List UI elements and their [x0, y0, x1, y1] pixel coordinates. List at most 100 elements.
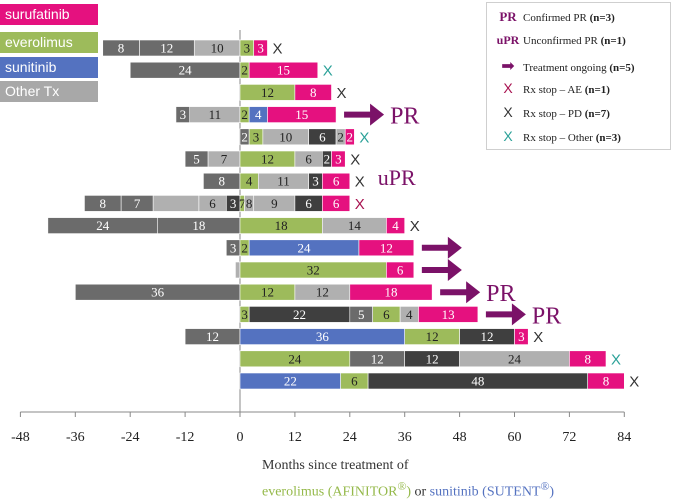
bar-segment-post	[294, 84, 332, 101]
x-tick-label: 24	[343, 430, 357, 445]
rx-stop-marker: X	[533, 329, 543, 346]
bar-label: 12	[426, 329, 439, 344]
bar-label: 22	[293, 307, 306, 322]
x-tick-label: -48	[11, 430, 30, 445]
key-count: (n=3)	[595, 132, 621, 144]
x-tick-label: -36	[66, 430, 85, 445]
bar-segment-post	[267, 106, 337, 123]
bar-label: 8	[603, 374, 610, 389]
upr-label: uPR	[496, 33, 520, 47]
key-text: Rx stop – PD	[523, 108, 585, 120]
bar-label: 6	[333, 174, 340, 189]
bar-label: 7	[134, 196, 141, 211]
treatment-ongoing-arrow-icon	[485, 303, 526, 326]
key-text: Treatment ongoing	[523, 62, 610, 74]
bar-label: 24	[179, 63, 193, 78]
bar-label: 12	[426, 351, 439, 366]
bar-label: 2	[241, 63, 248, 78]
key-count: (n=7)	[584, 108, 610, 120]
key-stop-other: X Rx stop – Other (n=3)	[493, 128, 621, 146]
key-count: (n=3)	[589, 12, 615, 24]
bar-segment-post	[514, 328, 529, 345]
bar-label: 13	[442, 307, 455, 322]
legend-sunitinib: sunitinib	[0, 57, 98, 78]
bar-label: 36	[316, 329, 330, 344]
bar-segment-post	[358, 239, 415, 257]
key-stop-ae: X Rx stop – AE (n=1)	[493, 80, 610, 98]
bar-label: 24	[508, 351, 522, 366]
treatment-ongoing-arrow-icon	[421, 259, 462, 281]
bar-label: 24	[288, 351, 302, 366]
bar-label: 12	[380, 240, 393, 255]
bar-label: 8	[584, 351, 591, 366]
x-tick-label: 0	[237, 430, 244, 445]
bar-label: 2	[241, 129, 248, 144]
bar-label: 3	[257, 41, 264, 56]
x-tick-label: -24	[121, 430, 140, 445]
bar-label: 24	[96, 218, 110, 233]
bar-label: 12	[316, 285, 329, 300]
bar-segment-post	[418, 306, 479, 323]
key-count: (n=1)	[584, 84, 610, 96]
bar-segment-prior	[184, 150, 209, 168]
bar-label: 18	[192, 218, 205, 233]
bar-label: 12	[371, 351, 384, 366]
bar-label: 4	[246, 174, 253, 189]
rx-stop-marker: X	[355, 196, 365, 213]
bar-label: 3	[180, 107, 187, 122]
bar-label: 4	[255, 107, 262, 122]
key-text: Rx stop – Other	[523, 132, 596, 144]
everolimus-label: everolimus (AFINITOR	[262, 484, 398, 500]
key-stop-pd: X Rx stop – PD (n=7)	[493, 104, 610, 122]
x-tick-label: 12	[288, 430, 302, 445]
close-paren: )	[549, 484, 555, 500]
bar-label: 36	[151, 285, 165, 300]
bar-label: 48	[471, 374, 484, 389]
bar-label: 4	[406, 307, 413, 322]
treatment-ongoing-arrow-icon	[440, 281, 481, 304]
bar-segment-post	[331, 150, 346, 168]
legend-surufatinib: surufatinib	[0, 4, 98, 25]
x-tick-label: 60	[508, 430, 522, 445]
bar-label: 22	[284, 374, 297, 389]
bar-segment-post	[248, 61, 319, 79]
bar-label: 7	[221, 152, 228, 167]
rx-stop-marker: X	[355, 174, 365, 191]
treatment-ongoing-arrow-icon	[421, 236, 462, 259]
rx-stop-marker: X	[359, 129, 369, 146]
response-key: PR Confirmed PR (n=3) uPR Unconfirmed PR (…	[486, 2, 671, 150]
key-confirmed-pr: PR Confirmed PR (n=3)	[493, 9, 615, 27]
x-axis-label: Months since treatment of everolimus (AF…	[262, 455, 554, 503]
bar-label: 3	[312, 174, 319, 189]
bar-label: 6	[333, 196, 340, 211]
x-tick-label: 72	[562, 430, 576, 445]
bar-label: 4	[392, 218, 399, 233]
or-label: or	[410, 484, 430, 500]
bar-label: 18	[275, 218, 288, 233]
bar-label: 32	[307, 263, 320, 278]
bar-label: 2	[347, 129, 354, 144]
bar-segment-post	[386, 217, 405, 234]
bar-label: 2	[241, 107, 248, 122]
bar-label: 3	[241, 307, 248, 322]
bar-segment-post	[386, 261, 415, 279]
bar-label: 14	[348, 218, 362, 233]
bar-label: 12	[481, 329, 494, 344]
bar-label: 2	[324, 152, 331, 167]
bar-label: 3	[244, 41, 251, 56]
registered-mark: ®	[540, 480, 550, 493]
x-icon: X	[503, 104, 513, 120]
legend-other-tx: Other Tx	[0, 81, 98, 102]
bar-label: 12	[261, 152, 274, 167]
bar-segment-post	[587, 372, 625, 390]
legend-everolimus: everolimus	[0, 32, 98, 53]
confirmed-pr-label: PR	[390, 104, 419, 130]
bar-label: 10	[211, 41, 224, 56]
bar-label: 5	[358, 307, 365, 322]
bar-label: 11	[277, 174, 290, 189]
bar-label: 15	[295, 107, 308, 122]
close-paren: )	[406, 484, 411, 500]
x-tick-label: -12	[176, 430, 195, 445]
x-icon: X	[503, 80, 513, 96]
unconfirmed-pr-label: uPR	[378, 165, 416, 190]
